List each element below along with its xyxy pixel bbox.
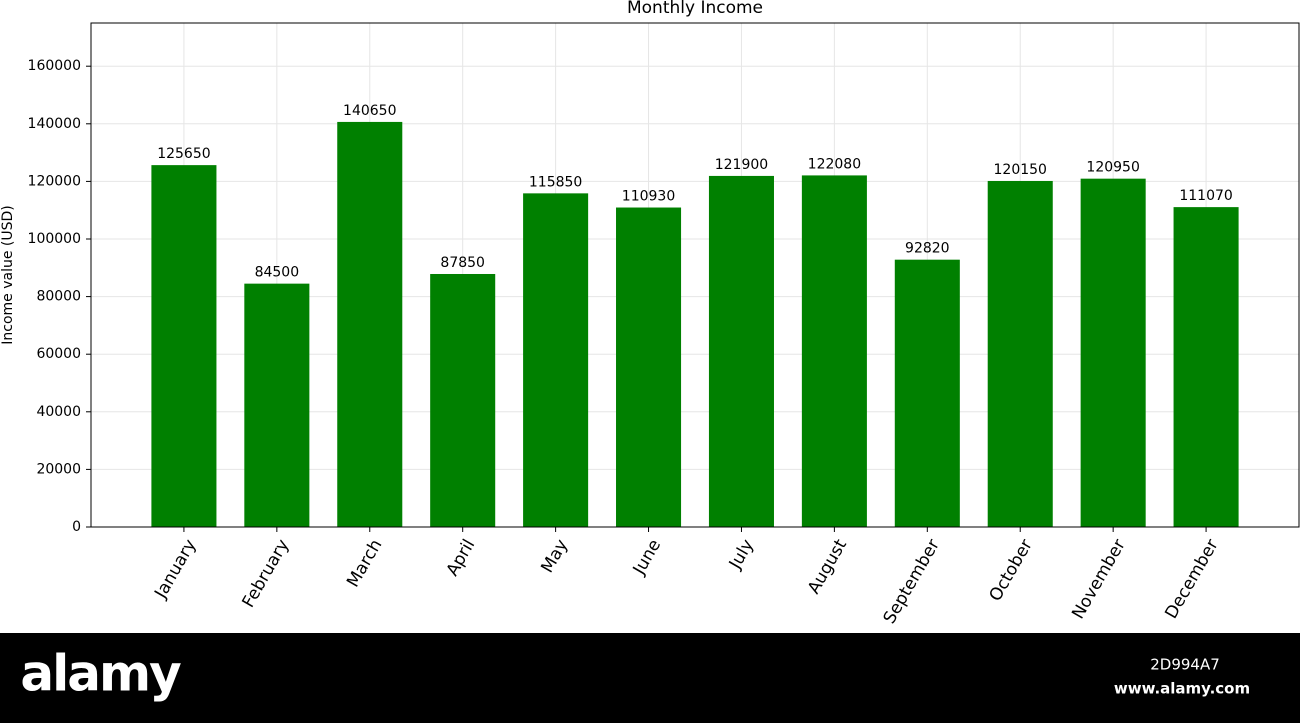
value-label: 84500 xyxy=(255,265,300,281)
value-label: 125650 xyxy=(157,146,210,162)
bar xyxy=(244,283,310,527)
bar xyxy=(151,165,217,528)
y-tick-label: 80000 xyxy=(36,289,81,305)
x-tick-label: July xyxy=(725,536,758,573)
y-tick-label: 120000 xyxy=(28,173,81,189)
value-label: 121900 xyxy=(715,157,768,173)
bar xyxy=(1080,178,1146,527)
bar xyxy=(523,193,589,528)
y-tick-label: 140000 xyxy=(28,116,81,132)
value-label: 110930 xyxy=(622,189,675,205)
value-label: 87850 xyxy=(440,255,485,271)
value-label: 92820 xyxy=(905,241,950,257)
y-tick-label: 160000 xyxy=(28,58,81,74)
value-label: 111070 xyxy=(1179,188,1232,204)
x-tick-label: October xyxy=(986,536,1037,605)
bar xyxy=(708,175,774,528)
x-tick-label: December xyxy=(1161,536,1222,622)
value-label: 120150 xyxy=(994,162,1047,178)
x-tick-label: May xyxy=(537,536,572,576)
x-tick-label: March xyxy=(343,536,386,591)
x-tick-label: November xyxy=(1068,536,1130,623)
bar xyxy=(337,121,403,527)
value-label: 122080 xyxy=(808,156,861,172)
chart-title: Monthly Income xyxy=(627,0,763,18)
bar xyxy=(987,180,1053,527)
value-label: 140650 xyxy=(343,103,396,119)
y-tick-label: 60000 xyxy=(36,346,81,362)
footer-band xyxy=(0,633,1300,723)
x-tick-label: August xyxy=(804,536,851,598)
x-tick-label: April xyxy=(443,536,480,580)
footer-logo: alamy xyxy=(20,645,181,703)
plot-frame xyxy=(90,22,1300,528)
footer-id: 2D994A7 xyxy=(1150,656,1220,674)
x-tick-label: June xyxy=(629,536,665,579)
y-tick-label: 0 xyxy=(72,519,81,535)
value-label: 115850 xyxy=(529,174,582,190)
y-axis-label: Income value (USD) xyxy=(0,205,16,345)
x-tick-label: January xyxy=(151,536,201,603)
bar xyxy=(801,175,867,527)
y-tick-label: 100000 xyxy=(28,231,81,247)
y-tick-label: 40000 xyxy=(36,404,81,420)
x-tick-label: February xyxy=(239,536,294,611)
bar xyxy=(616,207,682,527)
footer-url: www.alamy.com xyxy=(1114,680,1250,698)
x-tick-label: September xyxy=(880,536,944,627)
bar xyxy=(430,273,496,527)
value-label: 120950 xyxy=(1086,160,1139,176)
bar-layer xyxy=(151,121,1239,528)
bar xyxy=(1173,207,1239,527)
y-tick-label: 20000 xyxy=(36,461,81,477)
bar xyxy=(894,259,960,527)
